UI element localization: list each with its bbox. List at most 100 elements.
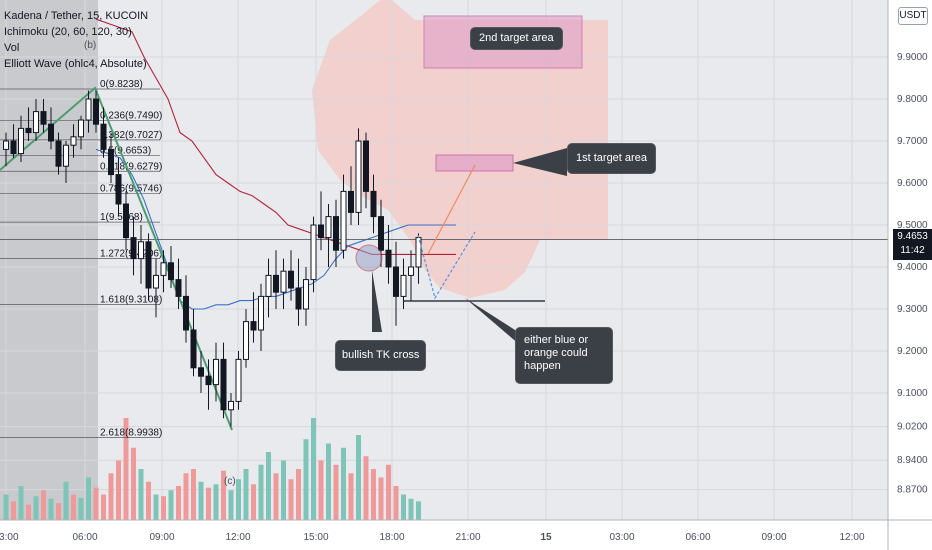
candle[interactable] bbox=[153, 258, 159, 318]
time-tick-label: 15:00 bbox=[303, 532, 328, 543]
elliott-wave-indicator-label[interactable]: Elliott Wave (ohlc4, Absolute) bbox=[4, 58, 147, 70]
volume-bar bbox=[236, 479, 241, 520]
volume-bar bbox=[378, 477, 384, 520]
candle[interactable] bbox=[130, 216, 137, 276]
candle[interactable] bbox=[370, 174, 377, 234]
candle-body-up bbox=[280, 270, 287, 293]
candle[interactable] bbox=[265, 258, 272, 318]
first-target-box[interactable] bbox=[435, 154, 514, 172]
candle[interactable] bbox=[250, 292, 257, 343]
candle[interactable] bbox=[160, 250, 167, 293]
candle[interactable] bbox=[40, 99, 47, 133]
second-target-label[interactable]: 2nd target area bbox=[470, 27, 563, 50]
candle[interactable] bbox=[25, 107, 32, 141]
volume-bar bbox=[101, 494, 106, 520]
candle[interactable] bbox=[168, 246, 174, 288]
volume-bar bbox=[176, 486, 181, 520]
volume-bar bbox=[108, 473, 114, 520]
candle[interactable] bbox=[228, 393, 234, 427]
candle[interactable] bbox=[100, 107, 107, 158]
candle-body-down bbox=[288, 270, 294, 289]
volume-indicator-label[interactable]: Vol bbox=[4, 42, 20, 54]
candle[interactable] bbox=[363, 132, 369, 209]
candle[interactable] bbox=[213, 342, 219, 402]
candle[interactable] bbox=[273, 250, 279, 309]
price-tick-label: 9.2000 bbox=[897, 346, 928, 357]
wave-b-label: (b) bbox=[84, 40, 96, 51]
candle[interactable] bbox=[85, 90, 92, 133]
candle[interactable] bbox=[258, 283, 264, 351]
candle[interactable] bbox=[408, 250, 414, 301]
candle-body-up bbox=[408, 266, 414, 276]
volume-bar bbox=[146, 481, 151, 520]
candle[interactable] bbox=[333, 199, 339, 267]
candle[interactable] bbox=[340, 174, 347, 259]
candle[interactable] bbox=[55, 132, 62, 175]
candle-body-down bbox=[175, 279, 182, 297]
volume-bar bbox=[348, 473, 354, 520]
candle[interactable] bbox=[205, 359, 212, 410]
candle[interactable] bbox=[138, 225, 144, 284]
candle[interactable] bbox=[190, 309, 197, 377]
candle[interactable] bbox=[280, 258, 287, 309]
tk-cross-marker[interactable] bbox=[355, 244, 383, 272]
ichimoku-indicator-label[interactable]: Ichimoku (20, 60, 120, 30) bbox=[4, 26, 132, 38]
candle[interactable] bbox=[123, 191, 129, 251]
candle[interactable] bbox=[63, 141, 69, 183]
volume-bar bbox=[93, 487, 99, 520]
scenario-note-callout[interactable]: either blue or orange could happen bbox=[515, 327, 613, 384]
volume-bar bbox=[86, 477, 91, 520]
time-tick-label: 12:00 bbox=[225, 532, 250, 543]
volume-bar bbox=[408, 498, 414, 520]
candle[interactable] bbox=[145, 233, 152, 301]
volume-bar bbox=[11, 501, 16, 520]
candle-body-up bbox=[265, 274, 272, 297]
blue-projection[interactable] bbox=[417, 231, 476, 300]
candle[interactable] bbox=[295, 258, 302, 326]
candle[interactable] bbox=[318, 191, 324, 251]
candle[interactable] bbox=[393, 241, 399, 326]
volume-bar bbox=[243, 469, 249, 520]
first-target-label[interactable]: 1st target area bbox=[567, 143, 656, 174]
volume-bar bbox=[221, 470, 226, 520]
candle-body-down bbox=[115, 174, 122, 205]
candle[interactable] bbox=[183, 275, 189, 343]
candle[interactable] bbox=[10, 124, 17, 158]
candle[interactable] bbox=[3, 132, 9, 167]
currency-badge[interactable]: USDT bbox=[898, 7, 928, 25]
time-tick-label: 06:00 bbox=[72, 532, 97, 543]
volume-bar bbox=[341, 447, 346, 520]
candle[interactable] bbox=[400, 258, 407, 309]
candle-body-up bbox=[228, 400, 234, 411]
time-tick-label: 06:00 bbox=[685, 532, 710, 543]
candle[interactable] bbox=[175, 258, 182, 309]
candle[interactable] bbox=[385, 225, 392, 284]
candle[interactable] bbox=[243, 309, 249, 368]
candle[interactable] bbox=[288, 250, 294, 301]
candle-body-down bbox=[10, 140, 17, 155]
candle[interactable] bbox=[303, 267, 309, 326]
candle[interactable] bbox=[48, 107, 54, 150]
candle[interactable] bbox=[18, 115, 24, 162]
time-tick-label: 09:00 bbox=[149, 532, 174, 543]
candle[interactable] bbox=[325, 204, 332, 267]
candle[interactable] bbox=[78, 115, 84, 150]
volume-bar bbox=[296, 469, 301, 520]
candle[interactable] bbox=[348, 166, 354, 225]
candle[interactable] bbox=[33, 99, 39, 141]
candle[interactable] bbox=[70, 124, 77, 158]
candle[interactable] bbox=[93, 90, 99, 133]
symbol-title[interactable]: Kadena / Tether, 15, KUCOIN bbox=[4, 10, 149, 22]
candle[interactable] bbox=[310, 216, 317, 293]
volume-bar bbox=[18, 486, 24, 520]
tk-cross-callout[interactable]: bullish TK cross bbox=[335, 340, 427, 371]
candle[interactable] bbox=[220, 342, 227, 419]
orange-projection[interactable] bbox=[427, 164, 476, 255]
candle[interactable] bbox=[108, 132, 114, 183]
volume-bar bbox=[78, 497, 84, 520]
candle[interactable] bbox=[115, 157, 122, 217]
candle[interactable] bbox=[198, 351, 204, 393]
candle[interactable] bbox=[235, 351, 242, 410]
candle[interactable] bbox=[355, 128, 362, 225]
